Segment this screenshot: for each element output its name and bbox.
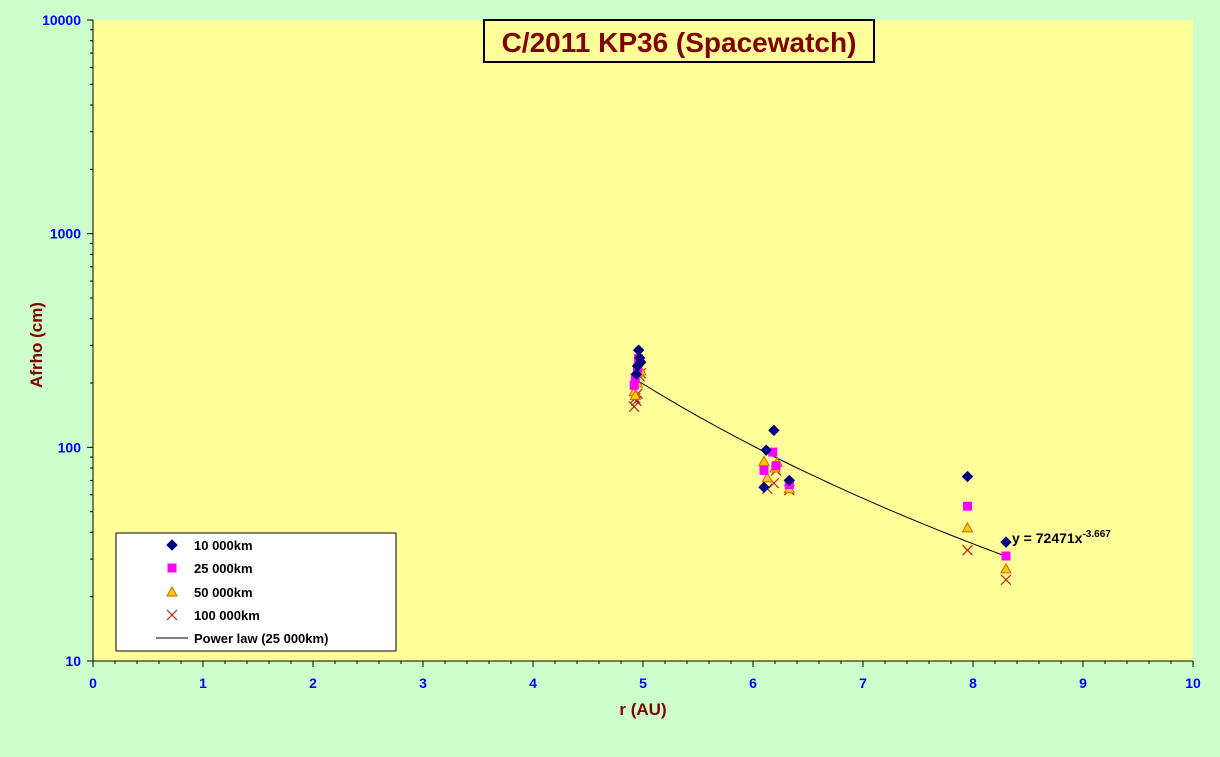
- data-point-50000: [1000, 562, 1012, 574]
- data-point-10000: [768, 424, 780, 437]
- data-point-10000: [635, 356, 647, 369]
- trendline-equation-base: y = 72471x: [1012, 530, 1083, 546]
- x-tick-label: 8: [969, 675, 977, 691]
- y-minor-ticks: [90, 29, 93, 598]
- data-point-10000: [961, 470, 974, 483]
- trendline-layer: [637, 379, 1007, 557]
- trendline-equation-exponent: -3.667: [1082, 529, 1111, 540]
- data-point-10000: [758, 481, 770, 494]
- data-point-10000: [760, 444, 772, 456]
- x-tick-label: 6: [749, 675, 757, 691]
- data-point-10000: [783, 474, 796, 487]
- data-point-25000: [759, 465, 769, 475]
- legend-label-25000: 25 000km: [194, 561, 253, 576]
- x-tick-label: 0: [89, 675, 97, 691]
- data-point-25000: [629, 380, 639, 390]
- x-axis-title: r (AU): [619, 700, 666, 719]
- y-tick-label: 1000: [50, 226, 81, 242]
- data-point-10000: [1000, 536, 1012, 548]
- x-tick-label: 7: [859, 675, 867, 691]
- legend: 10 000km 25 000km 50 000km 100 000km Pow…: [115, 532, 397, 652]
- x-tick-label: 10: [1185, 675, 1201, 691]
- y-tick-label: 10: [65, 653, 81, 669]
- data-point-50000: [761, 471, 774, 483]
- data-point-50000: [758, 455, 770, 466]
- x-ticks: 0 1 2 3 4 5 6 7 8 9 10: [89, 661, 1201, 691]
- trendline-power-law: [637, 379, 1007, 557]
- legend-markers: [156, 539, 188, 639]
- data-point-25000: [768, 447, 778, 457]
- legend-label-100000: 100 000km: [194, 608, 260, 623]
- x-tick-label: 9: [1079, 675, 1087, 691]
- y-tick-label: 10000: [42, 12, 81, 28]
- legend-box: [115, 532, 397, 652]
- y-axis-title: Afrho (cm): [27, 302, 46, 388]
- data-point-25000: [963, 501, 972, 511]
- data-point-25000: [771, 461, 781, 471]
- data-point-100000: [962, 544, 973, 556]
- y-tick-label: 100: [58, 439, 82, 455]
- chart-title-box: [483, 19, 875, 63]
- legend-marker-25000: [167, 563, 177, 573]
- data-point-50000: [629, 389, 642, 400]
- y-ticks: 10 100 1000 10000: [42, 12, 93, 669]
- legend-label-power-law: Power law (25 000km): [194, 631, 328, 646]
- data-point-100000: [1000, 574, 1012, 586]
- x-tick-label: 2: [309, 675, 317, 691]
- trendline-equation: y = 72471x-3.667: [1012, 529, 1111, 546]
- chart-title: C/2011 KP36 (Spacewatch): [502, 27, 857, 58]
- legend-marker-50000: [166, 585, 178, 597]
- x-tick-label: 4: [529, 675, 537, 691]
- legend-marker-100000: [166, 609, 178, 621]
- legend-label-10000: 10 000km: [194, 538, 253, 553]
- data-point-50000: [961, 521, 974, 533]
- data-point-25000: [1001, 551, 1011, 561]
- legend-label-50000: 50 000km: [194, 585, 253, 600]
- data-point-10000: [630, 368, 643, 380]
- legend-marker-10000: [166, 539, 178, 551]
- x-tick-label: 5: [639, 675, 647, 691]
- x-tick-label: 1: [199, 675, 207, 691]
- points-layer: [628, 344, 1012, 586]
- x-tick-label: 3: [419, 675, 427, 691]
